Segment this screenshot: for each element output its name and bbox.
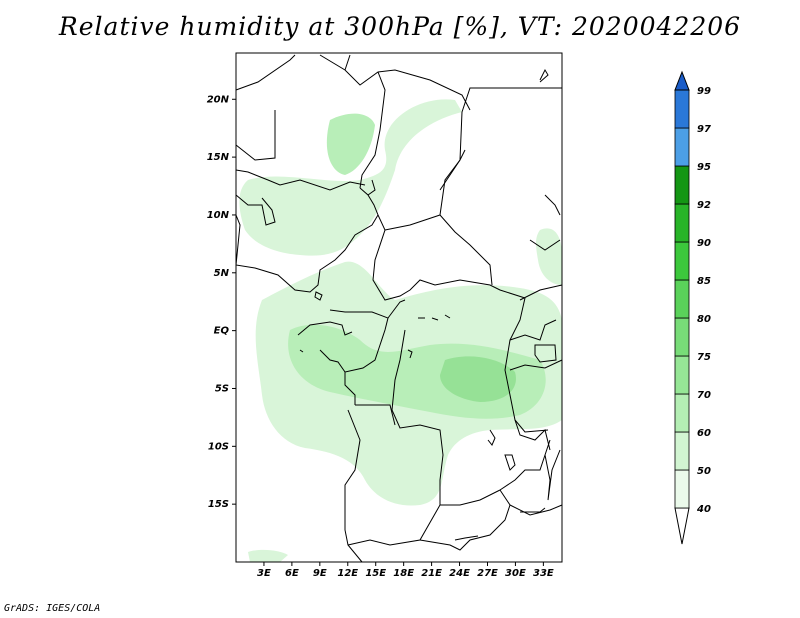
lon-label: 18E xyxy=(393,568,414,579)
lat-label: 5S xyxy=(215,383,229,394)
lat-label: 5N xyxy=(214,268,230,279)
lon-label: 27E xyxy=(477,568,498,579)
lat-label: 10N xyxy=(207,210,230,221)
country-borders xyxy=(235,54,563,563)
colorbar: 40 50 60 70 75 80 85 90 92 95 97 99 xyxy=(674,70,711,545)
humidity-band-north xyxy=(239,99,462,256)
humidity-field xyxy=(239,99,562,562)
colorbar-label: 75 xyxy=(697,352,711,363)
colorbar-band xyxy=(674,431,690,471)
colorbar-label: 95 xyxy=(697,162,711,173)
lat-label: 15S xyxy=(208,499,229,510)
colorbar-label: 99 xyxy=(697,86,711,97)
humidity-band-core xyxy=(440,356,516,402)
lat-label: 15N xyxy=(207,152,230,163)
map-frame xyxy=(235,52,563,563)
longitude-axis: 3E 6E 9E 12E 15E 18E 21E 24E 27E 30E 33E xyxy=(257,562,554,579)
lon-label: 9E xyxy=(313,568,327,579)
humidity-band-north-core xyxy=(326,113,375,175)
lat-label: EQ xyxy=(214,326,230,337)
colorbar-band xyxy=(674,127,690,167)
colorbar-band xyxy=(674,279,690,319)
lon-label: 15E xyxy=(365,568,386,579)
lon-label: 33E xyxy=(533,568,554,579)
lon-label: 3E xyxy=(257,568,271,579)
colorbar-label: 80 xyxy=(697,314,711,325)
colorbar-band xyxy=(674,241,690,281)
colorbar-label: 85 xyxy=(697,276,711,287)
colorbar-upper-arrow xyxy=(674,70,690,91)
humidity-patch-east xyxy=(536,228,562,285)
colorbar-band xyxy=(674,355,690,395)
colorbar-band xyxy=(674,165,690,205)
colorbar-label: 97 xyxy=(697,124,711,135)
colorbar-band xyxy=(674,317,690,357)
colorbar-band xyxy=(674,393,690,433)
grads-credit: GrADS: IGES/COLA xyxy=(4,603,101,614)
colorbar-label: 92 xyxy=(697,200,711,211)
colorbar-band xyxy=(674,89,690,129)
colorbar-band xyxy=(674,469,690,509)
lon-label: 30E xyxy=(505,568,526,579)
map-title: Relative humidity at 300hPa [%], VT: 202… xyxy=(58,12,742,41)
lon-label: 6E xyxy=(285,568,299,579)
colorbar-label: 70 xyxy=(697,390,711,401)
humidity-patch-south xyxy=(248,549,288,562)
colorbar-label: 40 xyxy=(696,504,711,515)
lon-label: 24E xyxy=(449,568,470,579)
lon-label: 21E xyxy=(421,568,442,579)
colorbar-band xyxy=(674,203,690,243)
lat-label: 10S xyxy=(208,441,229,452)
colorbar-lower-arrow xyxy=(674,507,690,545)
colorbar-label: 90 xyxy=(697,238,711,249)
lat-label: 20N xyxy=(207,94,230,105)
lon-label: 12E xyxy=(337,568,358,579)
colorbar-label: 60 xyxy=(697,428,711,439)
latitude-axis: 20N 15N 10N 5N EQ 5S 10S 15S xyxy=(207,94,236,510)
colorbar-label: 50 xyxy=(697,466,711,477)
